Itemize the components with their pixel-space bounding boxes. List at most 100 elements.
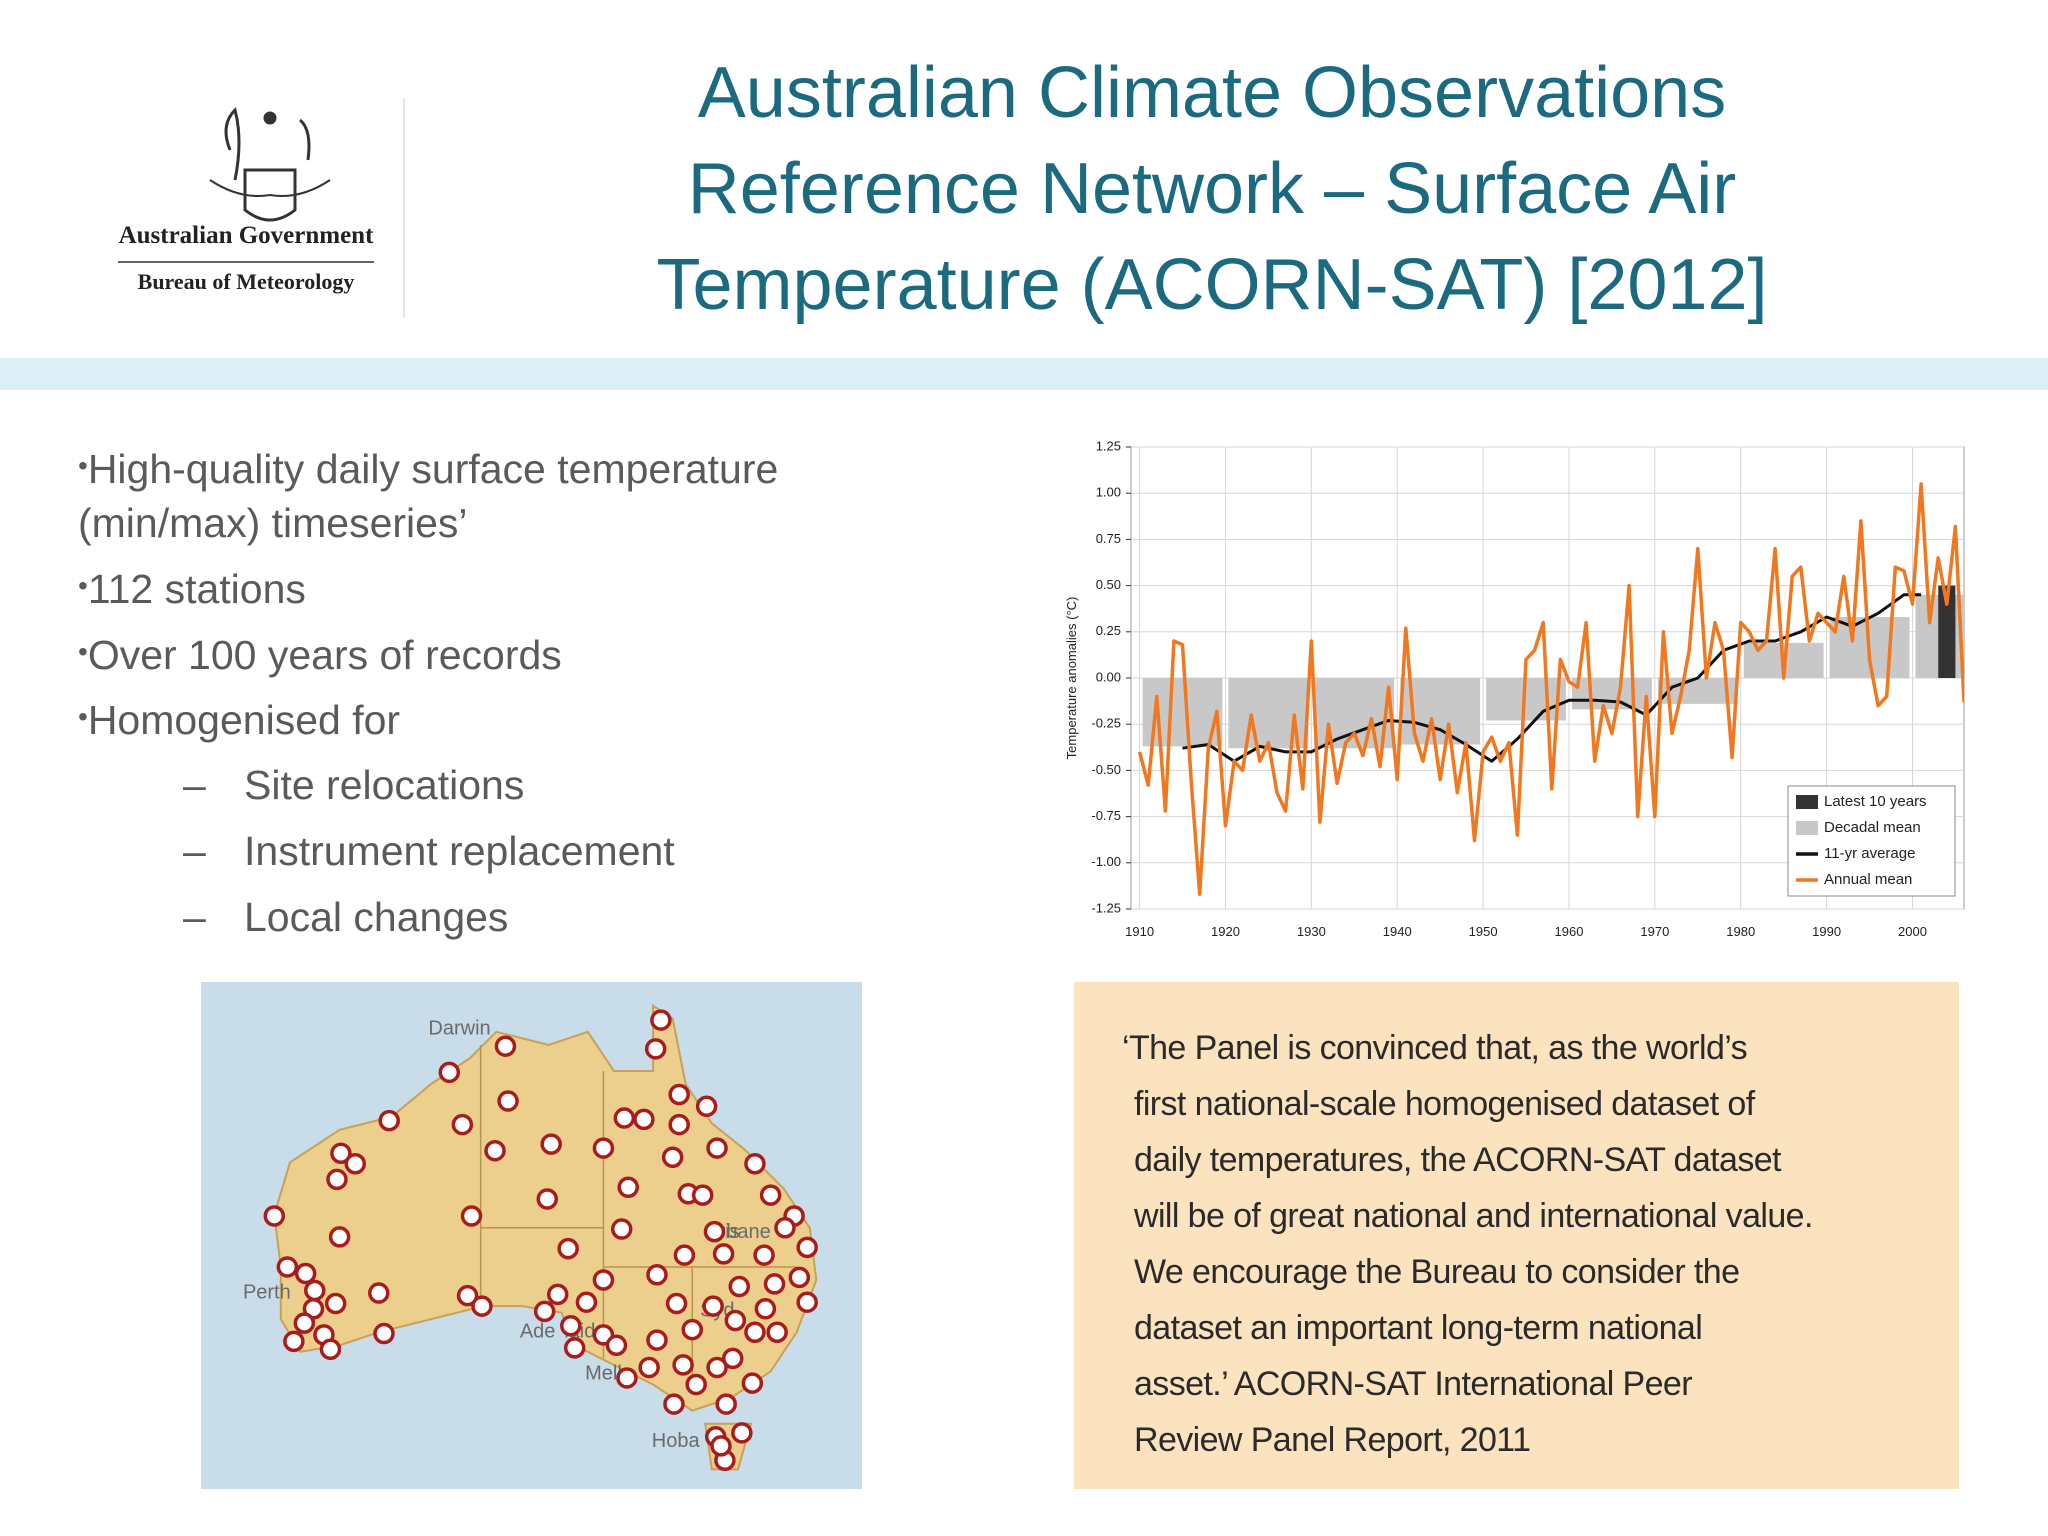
slide-title: Temperature (ACORN-SAT) [2012] [656, 245, 1767, 325]
quote-line: We encourage the Bureau to consider the [1134, 1253, 1739, 1291]
bar [1938, 585, 1956, 678]
y-tick-label: 0.50 [1096, 577, 1121, 592]
map-city-label: Ade [520, 1320, 556, 1342]
station-marker [617, 1176, 639, 1199]
bullet-text: Over 100 years of records [88, 632, 562, 678]
station-marker [731, 1422, 753, 1444]
station-marker [546, 1283, 569, 1306]
station-marker [319, 1338, 342, 1360]
station-marker [759, 1184, 782, 1206]
x-tick-label: 1930 [1297, 924, 1326, 939]
station-marker [695, 1095, 718, 1118]
station-marker [536, 1188, 559, 1210]
bullet-symbol: • [78, 450, 88, 481]
y-tick-label: -1.25 [1091, 900, 1121, 915]
logo-line2: Bureau of Meteorology [138, 269, 355, 294]
station-marker [744, 1321, 766, 1343]
station-marker [633, 1108, 655, 1131]
station-marker [324, 1292, 347, 1315]
station-marker [728, 1275, 751, 1298]
station-marker [673, 1244, 696, 1266]
quote-line: daily temperatures, the ACORN-SAT datase… [1134, 1141, 1782, 1179]
bullet-continuation: (min/max) timeseries’ [78, 500, 468, 546]
bullet: •Homogenised for [78, 697, 400, 743]
station-marker [644, 1038, 667, 1060]
bullet-symbol: • [78, 701, 88, 732]
y-tick-label: 1.00 [1096, 485, 1121, 500]
station-marker [263, 1205, 286, 1227]
station-marker [438, 1061, 461, 1084]
station-marker [283, 1330, 305, 1353]
x-tick-label: 1910 [1125, 924, 1154, 939]
quote-line: Review Panel Report, 2011 [1134, 1421, 1530, 1459]
station-marker [328, 1226, 351, 1248]
station-marker [456, 1284, 479, 1307]
x-tick-label: 1920 [1211, 924, 1240, 939]
station-marker [663, 1393, 685, 1415]
station-marker [304, 1279, 326, 1302]
station-marker [616, 1367, 638, 1389]
station-marker [703, 1220, 726, 1243]
station-marker [672, 1354, 694, 1376]
station-marker [293, 1312, 316, 1334]
y-tick-label: 1.25 [1096, 438, 1121, 453]
map-city-label: Perth [243, 1281, 291, 1303]
series-line [1137, 482, 1964, 896]
station-marker [691, 1184, 714, 1206]
x-tick-label: 1980 [1726, 924, 1755, 939]
map-city-label: bane [726, 1221, 771, 1243]
bar [1571, 678, 1652, 710]
station-marker [763, 1273, 786, 1295]
sub-bullet: Local changes [244, 894, 508, 940]
station-marker [665, 1292, 688, 1315]
station-marker [471, 1295, 493, 1317]
station-marker [774, 1217, 796, 1239]
quote-line: asset.’ ACORN-SAT International Peer [1134, 1365, 1692, 1403]
sub-bullet: Instrument replacement [244, 828, 675, 874]
x-tick-label: 1990 [1812, 924, 1841, 939]
station-marker [661, 1146, 684, 1168]
bullet-text: Homogenised for [88, 697, 400, 743]
station-marker [484, 1139, 506, 1162]
quote-line: first national-scale homogenised dataset… [1134, 1085, 1756, 1123]
bullet: •112 stations [78, 566, 306, 612]
station-marker [330, 1142, 352, 1165]
station-marker [497, 1090, 519, 1112]
station-marker [294, 1262, 317, 1285]
map-city-label: Darwin [428, 1017, 490, 1039]
quote-line: ‘The Panel is convinced that, as the wor… [1122, 1029, 1747, 1067]
station-marker [710, 1435, 732, 1457]
y-tick-label: -1.00 [1091, 854, 1121, 869]
sub-bullet-symbol: – [183, 828, 206, 874]
station-marker [685, 1373, 707, 1396]
station-marker [560, 1314, 582, 1337]
station-marker [706, 1356, 728, 1379]
station-marker [715, 1393, 737, 1415]
station-marker [610, 1218, 633, 1240]
station-marker [668, 1113, 690, 1136]
legend-swatch [1796, 821, 1818, 835]
station-marker [276, 1256, 299, 1278]
sub-bullet-symbol: – [183, 894, 206, 940]
bullet-text: High-quality daily surface temperature [88, 446, 779, 492]
y-axis-label: Temperature anomalies (°C) [1064, 597, 1079, 760]
quote-line: dataset an important long-term national [1134, 1309, 1702, 1347]
quote-box [1074, 982, 1959, 1489]
station-marker [706, 1137, 728, 1159]
x-tick-label: 1970 [1640, 924, 1669, 939]
bullet-text: 112 stations [88, 566, 306, 612]
bullet: •High-quality daily surface temperature [78, 446, 778, 492]
station-marker [592, 1269, 615, 1291]
y-tick-label: 0.00 [1096, 669, 1121, 684]
slide-title: Reference Network – Surface Air [688, 149, 1736, 229]
station-marker [563, 1337, 586, 1359]
station-marker [557, 1237, 579, 1260]
station-marker [754, 1297, 777, 1320]
station-marker [373, 1322, 395, 1345]
station-marker [650, 1009, 672, 1031]
slide-title: Australian Climate Observations [698, 53, 1726, 133]
bullet-symbol: • [78, 636, 88, 667]
station-marker [646, 1264, 668, 1286]
